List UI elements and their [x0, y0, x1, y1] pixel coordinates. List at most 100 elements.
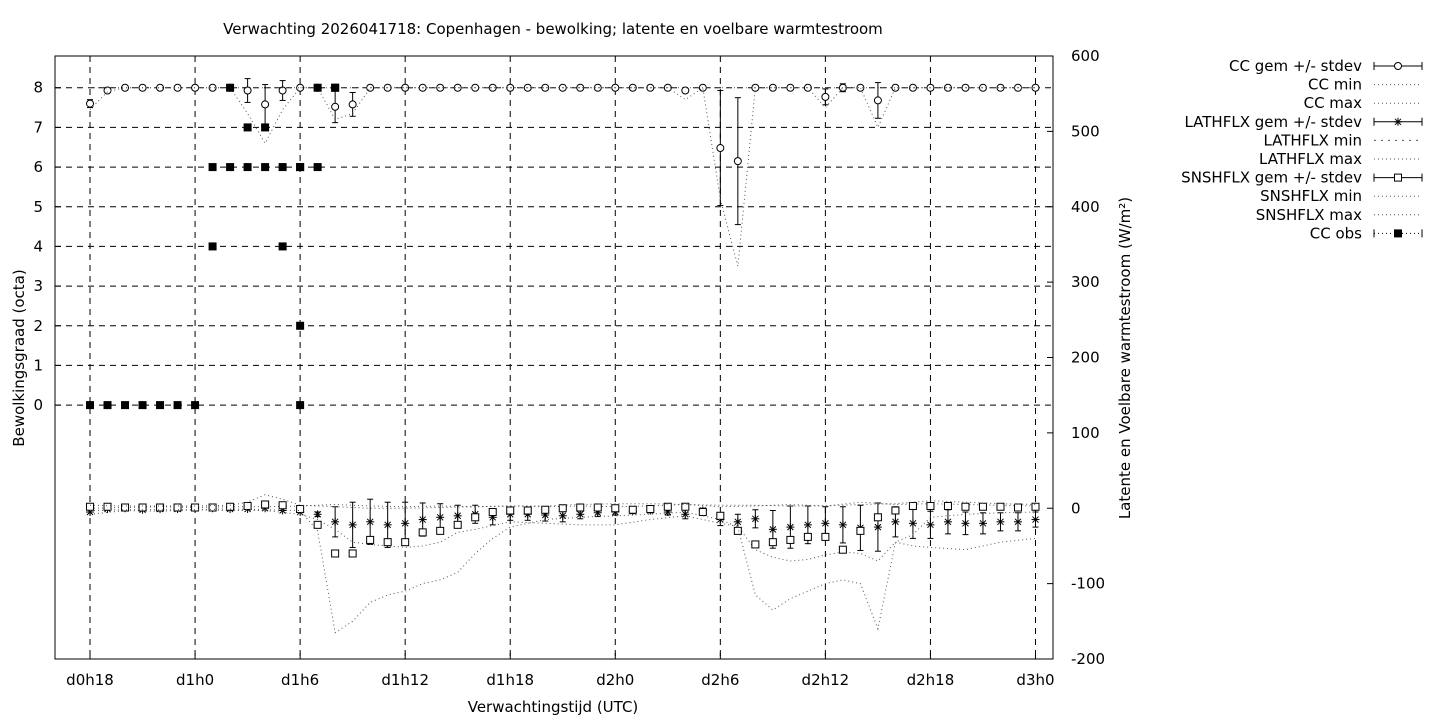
data-point — [541, 505, 550, 514]
y-left-tick-label: 4 — [33, 237, 43, 255]
data-point — [331, 549, 340, 558]
data-point — [156, 401, 165, 410]
y-right-tick-label: 500 — [1071, 122, 1100, 140]
y-right-tick-label: 0 — [1071, 499, 1081, 517]
data-point — [103, 86, 112, 95]
data-point — [278, 163, 287, 172]
data-point — [278, 242, 287, 251]
data-point — [261, 163, 270, 172]
data-point — [996, 517, 1005, 526]
data-point — [243, 501, 252, 510]
data-point — [1013, 503, 1022, 512]
data-point — [453, 520, 462, 529]
data-point — [681, 86, 690, 95]
data-point — [803, 83, 812, 92]
legend-item: LATHFLX min — [1263, 131, 1422, 149]
data-point — [558, 511, 567, 520]
x-tick-label: d3h0 — [1016, 671, 1054, 689]
x-tick-label: d1h18 — [486, 671, 534, 689]
series-lathflx-min — [89, 509, 1036, 562]
data-point — [208, 163, 217, 172]
x-tick-label: d1h12 — [381, 671, 429, 689]
data-point — [768, 525, 777, 534]
series-line — [89, 509, 1036, 562]
data-point — [313, 83, 322, 92]
data-point — [226, 163, 235, 172]
y-left-tick-label: 8 — [33, 79, 43, 97]
data-point — [943, 517, 952, 526]
data-point — [243, 163, 252, 172]
data-point — [803, 532, 812, 541]
legend-label: CC gem +/- stdev — [1229, 57, 1362, 75]
data-point — [786, 535, 795, 544]
data-point — [1031, 83, 1040, 92]
data-point — [558, 504, 567, 513]
data-point — [681, 510, 690, 519]
data-point — [366, 517, 375, 526]
legend-item: SNSHFLX max — [1256, 206, 1422, 224]
series-line — [90, 508, 1036, 634]
data-point — [103, 502, 112, 511]
legend-marker — [1394, 117, 1402, 126]
data-point — [978, 502, 987, 511]
data-point — [786, 523, 795, 532]
data-point — [86, 401, 95, 410]
x-tick-label: d2h18 — [907, 671, 955, 689]
legend-item: LATHFLX max — [1259, 150, 1422, 168]
data-point — [506, 506, 515, 515]
data-point — [908, 519, 917, 528]
data-point — [261, 100, 270, 109]
data-point — [751, 514, 760, 523]
legend-item: CC obs — [1310, 224, 1423, 242]
y-right-tick-label: 200 — [1071, 349, 1100, 367]
legend-item: SNSHFLX min — [1260, 187, 1422, 205]
legend-label: CC min — [1308, 76, 1362, 94]
data-point — [926, 520, 935, 529]
data-point — [1013, 517, 1022, 526]
data-point — [313, 520, 322, 529]
data-point — [873, 513, 882, 522]
data-point — [261, 123, 270, 132]
data-point — [296, 163, 305, 172]
data-point — [383, 520, 392, 529]
legend-label: SNSHFLX min — [1260, 187, 1362, 205]
legend-label: LATHFLX min — [1263, 131, 1362, 149]
data-point — [156, 83, 165, 92]
data-point — [768, 83, 777, 92]
legend-item: SNSHFLX gem +/- stdev — [1181, 169, 1423, 187]
data-point — [873, 96, 882, 105]
x-tick-label: d1h0 — [176, 671, 214, 689]
data-point — [943, 83, 952, 92]
data-point — [838, 545, 847, 554]
y-left-axis-label: Bewolkingsgraad (octa) — [10, 269, 28, 446]
data-point — [891, 517, 900, 526]
y-left-tick-label: 1 — [33, 356, 43, 374]
x-tick-label: d2h12 — [802, 671, 850, 689]
data-point — [751, 540, 760, 549]
data-point — [821, 92, 830, 101]
legend-marker — [1394, 229, 1402, 238]
data-point — [593, 503, 602, 512]
data-point — [156, 503, 165, 512]
data-point — [716, 144, 725, 153]
series-cc-gem-stdev — [86, 78, 1040, 226]
data-point — [313, 510, 322, 519]
data-point — [138, 401, 147, 410]
data-point — [331, 517, 340, 526]
x-axis-label: Verwachtingstijd (UTC) — [468, 698, 639, 716]
grid — [55, 56, 1053, 659]
data-point — [908, 501, 917, 510]
data-point — [838, 520, 847, 529]
legend-item: LATHFLX gem +/- stdev — [1184, 113, 1423, 131]
data-point — [243, 123, 252, 132]
data-point — [803, 520, 812, 529]
data-point — [961, 519, 970, 528]
y-right-tick-label: -100 — [1071, 575, 1105, 593]
y-right-tick-label: 400 — [1071, 198, 1100, 216]
data-point — [138, 503, 147, 512]
data-point — [366, 535, 375, 544]
data-point — [208, 242, 217, 251]
data-point — [348, 100, 357, 109]
y-left-tick-label: 6 — [33, 158, 43, 176]
